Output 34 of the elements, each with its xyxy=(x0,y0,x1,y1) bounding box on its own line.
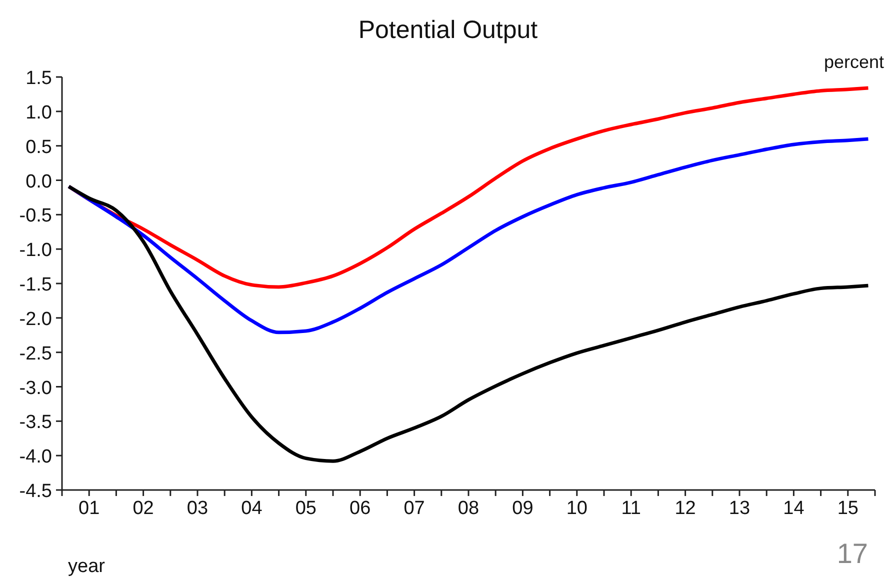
y-tick-label: -3.0 xyxy=(19,378,52,399)
y-tick-label: -2.0 xyxy=(19,308,52,330)
y-tick-label: 1.5 xyxy=(26,68,52,89)
x-tick-label: 05 xyxy=(295,498,316,519)
x-tick-label: 13 xyxy=(728,498,750,519)
x-tick-label: 12 xyxy=(674,498,696,519)
x-tick-label: 02 xyxy=(132,498,154,519)
y-tick-label: -4.0 xyxy=(19,446,52,468)
text: 17 xyxy=(836,538,868,570)
y-tick-label: -1.5 xyxy=(19,274,52,296)
y-tick-label: 0.0 xyxy=(26,171,52,192)
y-tick-label: -2.5 xyxy=(19,343,52,364)
y-tick-label: -3.5 xyxy=(19,412,52,434)
y-tick-label: 0.5 xyxy=(26,136,52,158)
x-tick-label: 04 xyxy=(241,498,263,519)
x-tick-label: 10 xyxy=(566,498,588,519)
y-tick-label: -0.5 xyxy=(19,206,52,227)
x-tick-label: 07 xyxy=(404,498,425,519)
x-tick-label: 06 xyxy=(350,498,371,519)
x-tick-label: 01 xyxy=(78,498,100,519)
y-tick-label: -1.0 xyxy=(19,240,52,262)
x-tick-label: 15 xyxy=(837,498,858,519)
x-tick-label: 11 xyxy=(621,498,641,519)
x-tick-label: 14 xyxy=(783,498,805,519)
x-tick-label: 08 xyxy=(458,498,480,519)
line-series xyxy=(67,184,870,463)
x-tick-label: 09 xyxy=(512,498,534,519)
chart-title: Potential Output xyxy=(357,16,539,45)
line-series xyxy=(67,137,870,334)
x-axis-title: year xyxy=(68,556,105,578)
y-tick-label: -4.5 xyxy=(19,481,52,502)
y-tick-label: 1.0 xyxy=(26,102,52,124)
x-tick-label: 03 xyxy=(186,498,208,519)
y-axis-title: percent xyxy=(824,52,884,73)
